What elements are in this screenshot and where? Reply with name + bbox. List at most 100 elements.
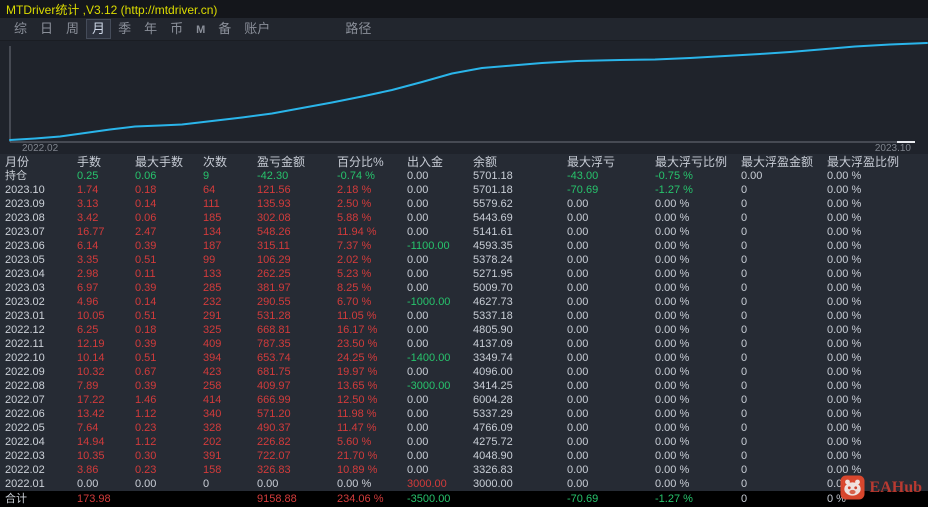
table-row[interactable]: 2022.10 10.14 0.51 394 653.74 24.25 % -1400.00… bbox=[0, 351, 928, 365]
value-cell: 2.50 % bbox=[337, 198, 372, 210]
value-cell: 315.11 bbox=[257, 240, 290, 252]
value-cell: 0.00 bbox=[407, 436, 429, 448]
menu-item-账户[interactable]: 账户 bbox=[244, 21, 271, 36]
table-row[interactable]: 持仓 0.25 0.06 9 -42.30 -0.74 % 0.00 5701.18 -43.0… bbox=[0, 169, 928, 183]
value-cell: 5.60 % bbox=[337, 436, 372, 448]
table-header-row: 月份 手数 最大手数 次数 盈亏金额 百分比% 出入金 余额 最大浮亏 最大浮亏比例 最大浮盈金额最… bbox=[0, 154, 928, 169]
value-cell: 0.00 % bbox=[655, 436, 690, 448]
month-cell: 2022.07 bbox=[5, 394, 45, 406]
month-cell: 2022.08 bbox=[5, 380, 45, 392]
value-cell: 234.06 % bbox=[337, 493, 384, 505]
title-bar: MTDriver统计 ,V3.12 (http://mtdriver.cn) bbox=[0, 0, 928, 18]
menu-item-M[interactable]: M bbox=[196, 24, 206, 36]
value-cell: 6.25 bbox=[77, 324, 99, 336]
table-row[interactable]: 2022.12 6.25 0.18 325 668.81 16.17 % 0.00 4805.… bbox=[0, 323, 928, 337]
menu-item-综[interactable]: 综 bbox=[14, 21, 28, 36]
table-row[interactable]: 2022.07 17.22 1.46 414 666.99 12.50 % 0.00 6004… bbox=[0, 393, 928, 407]
value-cell: 0.00 % bbox=[655, 422, 690, 434]
table-row[interactable]: 2022.05 7.64 0.23 328 490.37 11.47 % 0.00 4766.… bbox=[0, 421, 928, 435]
value-cell: 0.00 bbox=[407, 254, 429, 266]
value-cell: 133 bbox=[203, 268, 222, 280]
menu-item-年[interactable]: 年 bbox=[144, 21, 158, 36]
value-cell: 531.28 bbox=[257, 310, 291, 322]
table-row[interactable]: 2023.02 4.96 0.14 232 290.55 6.70 % -1000.00 46… bbox=[0, 295, 928, 309]
table-row[interactable]: 2022.01 0.00 0.00 0 0.00 0.00 % 3000.00 3000.00… bbox=[0, 477, 928, 491]
value-cell: 7.37 % bbox=[337, 240, 372, 252]
equity-chart: 2022.02 2023.10 bbox=[0, 41, 928, 154]
value-cell: 0.00 % bbox=[655, 268, 690, 280]
table-row[interactable]: 2023.10 1.74 0.18 64 121.56 2.18 % 0.00 5701.18… bbox=[0, 183, 928, 197]
value-cell: 0.14 bbox=[135, 198, 157, 210]
value-cell: -0.75 % bbox=[655, 170, 693, 182]
table-row[interactable]: 2022.09 10.32 0.67 423 681.75 19.97 % 0.00 4096… bbox=[0, 365, 928, 379]
table-row[interactable]: 2022.11 12.19 0.39 409 787.35 23.50 % 0.00 4137… bbox=[0, 337, 928, 351]
month-cell: 2023.03 bbox=[5, 282, 45, 294]
menu-item-路径[interactable]: 路径 bbox=[345, 21, 372, 36]
table-row[interactable]: 2023.03 6.97 0.39 285 381.97 8.25 % 0.00 5009.7… bbox=[0, 281, 928, 295]
value-cell: 185 bbox=[203, 212, 222, 224]
value-cell: 3349.74 bbox=[473, 352, 513, 364]
value-cell: 0.00 % bbox=[655, 282, 690, 294]
month-cell: 2023.10 bbox=[5, 184, 45, 196]
value-cell: 0 bbox=[741, 310, 748, 322]
menu-item-日[interactable]: 日 bbox=[40, 21, 54, 36]
value-cell: 0 bbox=[741, 464, 748, 476]
menu-item-币[interactable]: 币 bbox=[170, 21, 184, 36]
table-row[interactable]: 2022.04 14.94 1.12 202 226.82 5.60 % 0.00 4275.… bbox=[0, 435, 928, 449]
value-cell: 0 bbox=[741, 184, 748, 196]
value-cell: 490.37 bbox=[257, 422, 291, 434]
value-cell: 5701.18 bbox=[473, 184, 513, 196]
value-cell: 0.00 % bbox=[827, 184, 862, 196]
month-cell: 2022.04 bbox=[5, 436, 45, 448]
value-cell: 0.00 bbox=[567, 324, 589, 336]
menu-item-周[interactable]: 周 bbox=[66, 21, 80, 36]
value-cell: 0.00 bbox=[407, 198, 429, 210]
value-cell: 202 bbox=[203, 436, 222, 448]
value-cell: 2.47 bbox=[135, 226, 157, 238]
value-cell: 0.00 % bbox=[655, 352, 690, 364]
value-cell: 0 bbox=[741, 268, 748, 280]
value-cell: 0.00 % bbox=[655, 464, 690, 476]
value-cell: 2.18 % bbox=[337, 184, 372, 196]
value-cell: 0.00 bbox=[407, 422, 429, 434]
table-row[interactable]: 2022.06 13.42 1.12 340 571.20 11.98 % 0.00 5337… bbox=[0, 407, 928, 421]
table-row[interactable]: 2023.08 3.42 0.06 185 302.08 5.88 % 0.00 5443.6… bbox=[0, 211, 928, 225]
menu-bar: 综日周月季年币 M 备账户 路径 bbox=[0, 18, 928, 41]
value-cell: 0.00 % bbox=[655, 310, 690, 322]
table-row[interactable]: 2023.09 3.13 0.14 111 135.93 2.50 % 0.00 5579.6… bbox=[0, 197, 928, 211]
value-cell: 0.00 bbox=[407, 366, 429, 378]
table-row[interactable]: 2022.02 3.86 0.23 158 326.83 10.89 % 0.00 3326.… bbox=[0, 463, 928, 477]
value-cell: 4766.09 bbox=[473, 422, 513, 434]
value-cell: 4805.90 bbox=[473, 324, 513, 336]
value-cell: 328 bbox=[203, 422, 222, 434]
value-cell: 0.23 bbox=[135, 422, 157, 434]
table-row[interactable]: 2023.01 10.05 0.51 291 531.28 11.05 % 0.00 5337… bbox=[0, 309, 928, 323]
total-row[interactable]: 合计 173.98 9158.88 234.06 % -3500.00 -70.69 -1.… bbox=[0, 491, 928, 507]
value-cell: 64 bbox=[203, 184, 216, 196]
value-cell: 0.51 bbox=[135, 352, 157, 364]
table-row[interactable]: 2023.07 16.77 2.47 134 548.26 11.94 % 0.00 5141… bbox=[0, 225, 928, 239]
menu-item-季[interactable]: 季 bbox=[118, 21, 132, 36]
x-axis-start-label: 2022.02 bbox=[22, 143, 59, 154]
value-cell: 0 bbox=[741, 198, 748, 210]
table-row[interactable]: 2023.05 3.35 0.51 99 106.29 2.02 % 0.00 5378.24… bbox=[0, 253, 928, 267]
table-row[interactable]: 2022.08 7.89 0.39 258 409.97 13.65 % -3000.00 3… bbox=[0, 379, 928, 393]
value-cell: 5337.29 bbox=[473, 408, 513, 420]
value-cell: 0.18 bbox=[135, 324, 157, 336]
value-cell: 17.22 bbox=[77, 394, 105, 406]
value-cell: 787.35 bbox=[257, 338, 291, 350]
value-cell: 0 bbox=[741, 436, 748, 448]
value-cell: 0.00 bbox=[407, 212, 429, 224]
table-row[interactable]: 2023.04 2.98 0.11 133 262.25 5.23 % 0.00 5271.9… bbox=[0, 267, 928, 281]
table-row[interactable]: 2022.03 10.35 0.30 391 722.07 21.70 % 0.00 4048… bbox=[0, 449, 928, 463]
value-cell: 0.00 % bbox=[337, 478, 372, 490]
value-cell: 4096.00 bbox=[473, 366, 513, 378]
menu-item-备[interactable]: 备 bbox=[218, 21, 232, 36]
value-cell: 0.00 % bbox=[827, 226, 862, 238]
table-row[interactable]: 2023.06 6.14 0.39 187 315.11 7.37 % -1100.00 45… bbox=[0, 239, 928, 253]
value-cell: 11.47 % bbox=[337, 422, 377, 434]
value-cell: 0 bbox=[741, 366, 748, 378]
menu-item-月[interactable]: 月 bbox=[86, 19, 112, 39]
value-cell: 5443.69 bbox=[473, 212, 513, 224]
value-cell: 0.00 % bbox=[827, 212, 862, 224]
